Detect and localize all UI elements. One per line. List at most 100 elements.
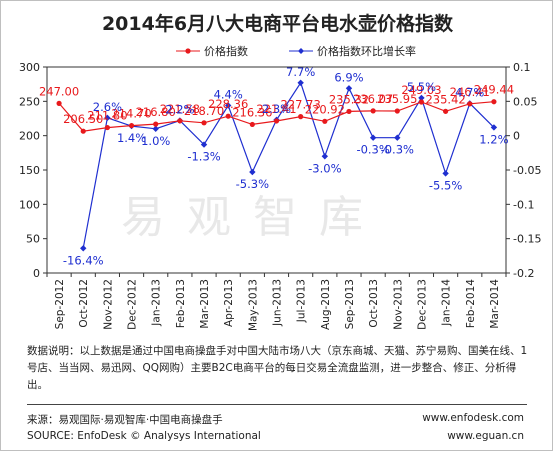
y-right-tick-label: -0.1 [513,198,534,211]
data-label: 1.4% [117,131,146,145]
x-tick-label: Aug-2013 [320,279,332,330]
x-tick-label: Jul-2013 [296,279,308,323]
url-eguan: www.eguan.cn [447,430,524,442]
data-point [153,121,159,127]
data-point [370,108,376,114]
data-label: 221.41 [256,102,296,116]
data-point [104,124,110,131]
x-tick-label: Jan-2014 [441,279,453,327]
data-label: -1.3% [187,150,220,164]
watermark: 易观智库 [121,192,385,243]
data-label: 2.6% [93,100,122,114]
data-label: 235.42 [425,92,465,106]
data-point [152,125,159,132]
y-right-tick-label: 0.1 [513,61,531,74]
y-right-tick-label: -0.2 [513,267,534,280]
y-left-tick-label: 250 [19,95,40,108]
data-label: 7.7% [286,65,315,79]
series-line [82,81,495,249]
data-label: 246.41 [450,85,490,99]
data-label: 214.70 [111,107,151,121]
data-label: 216.36 [232,105,272,119]
x-tick-label: Jun-2013 [272,279,284,327]
data-point [322,118,328,124]
data-point [369,134,377,141]
data-point [346,108,352,115]
data-label: 218.70 [184,104,224,118]
data-label: 235.32 [329,92,369,106]
x-tick-label: Sep-2012 [54,279,66,329]
y-left-tick-label: 0 [33,267,40,280]
data-point [249,121,255,128]
data-label: 2.2% [165,103,194,117]
data-label: 235.95 [377,92,417,106]
data-label: -16.4% [63,253,104,267]
data-point [224,102,232,109]
data-point [418,99,425,105]
x-tick-label: Feb-2014 [465,279,477,328]
data-point [418,94,425,102]
x-tick-label: Nov-2012 [102,279,114,330]
y-right-tick-label: 0.05 [513,95,538,108]
data-point [200,141,208,148]
data-point [394,108,400,114]
data-point [80,128,86,134]
data-point [297,79,304,86]
data-point [394,134,401,141]
data-point [273,118,280,124]
data-point [345,85,353,92]
data-point [491,99,497,105]
data-point [56,100,62,106]
y-right-tick-label: -0.15 [513,233,541,246]
data-label: 2.3% [262,102,291,116]
data-point [321,153,329,160]
data-point [104,114,111,122]
y-left-tick-label: 150 [19,164,40,177]
chart-plot: 0 50 100 150 200 250 300 -0.2 -0.15 -0.1 -0.05 0 0.0… [19,44,541,331]
x-tick-label: Jan-2013 [151,279,163,327]
data-label: 4.7% [455,85,484,99]
chart-title: 2014年6月八大电商平台电水壶价格指数 [101,13,454,35]
data-label: -3.0% [308,161,341,175]
data-label: 211.80 [87,109,127,123]
x-tick-label: Feb-2013 [175,279,187,328]
data-label: 1.0% [141,134,170,148]
legend-label: 价格指数 [204,44,248,58]
source-en: SOURCE: EnfoDesk © Analysys Internationa… [27,430,261,442]
x-tick-label: Apr-2013 [223,279,235,327]
x-tick-label: Nov-2013 [392,279,404,330]
x-tick-label: Oct-2012 [78,279,90,328]
data-point [490,124,498,131]
data-point [225,113,231,119]
data-label: 5.5% [407,80,436,94]
x-tick-label: Oct-2013 [368,279,380,328]
x-tick-label: May-2013 [247,279,259,331]
data-label: -0.3% [356,143,389,157]
data-point [249,168,256,176]
x-tick-label: Mar-2013 [199,279,211,329]
data-label: 220.92 [305,102,345,116]
data-note: 数据说明：以上数据是通过中国电商操盘手对中国大陆市场八大（京东商城、天猫、苏宁易… [27,345,528,391]
data-label: 236.07 [353,92,393,106]
data-label: -5.5% [429,178,462,192]
data-point [443,108,449,114]
data-point [467,101,473,107]
data-point [80,245,87,252]
y-right-tick-label: -0.05 [513,164,541,177]
data-label: 4.4% [214,87,243,101]
source-cn: 来源：易观国际·易观智库·中国电商操盘手 [27,414,223,426]
data-point [201,120,207,126]
y-left-tick-label: 50 [26,233,40,246]
x-tick-label: Dec-2013 [416,279,428,330]
data-label: 247.00 [39,84,79,98]
data-label: 6.9% [334,70,363,84]
divider [27,404,527,405]
url-enfodesk: www.enfodesk.com [422,412,524,424]
legend-label: 价格指数环比增长率 [317,44,416,58]
x-tick-label: Mar-2014 [489,279,501,329]
data-label: -5.3% [236,177,269,191]
data-label: 216.80 [136,105,176,119]
legend-marker [298,48,304,54]
data-point [128,122,135,129]
